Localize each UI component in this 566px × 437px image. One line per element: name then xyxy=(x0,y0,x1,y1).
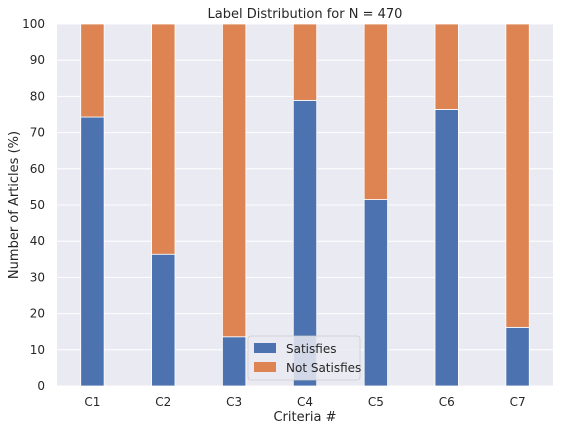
legend-label-not-satisfies: Not Satisfies xyxy=(286,361,361,375)
y-tick-label-90: 90 xyxy=(30,53,45,67)
y-tick-label-0: 0 xyxy=(37,379,45,393)
y-tick-labels: 0 10 20 30 40 50 60 70 80 90 100 xyxy=(22,17,45,393)
legend-label-satisfies: Satisfies xyxy=(286,342,336,356)
y-tick-label-80: 80 xyxy=(30,89,45,103)
bar-C4-not-satisfies xyxy=(292,23,318,101)
y-tick-label-10: 10 xyxy=(30,343,45,357)
bar-C7-satisfies xyxy=(505,326,530,387)
bar-C1-not-satisfies xyxy=(80,23,105,118)
bars xyxy=(80,23,530,387)
x-tick-label-C7: C7 xyxy=(510,395,526,409)
bar-C6-not-satisfies xyxy=(434,23,459,110)
bar-C5-satisfies xyxy=(363,199,388,387)
x-tick-label-C5: C5 xyxy=(368,395,384,409)
bar-C3-satisfies xyxy=(222,336,247,387)
y-tick-label-20: 20 xyxy=(30,307,45,321)
bar-C1-satisfies xyxy=(80,116,105,387)
y-tick-label-100: 100 xyxy=(22,17,45,31)
chart-title: Label Distribution for N = 470 xyxy=(208,7,403,22)
bar-C2-not-satisfies xyxy=(151,23,176,255)
y-tick-label-50: 50 xyxy=(30,198,45,212)
y-tick-label-60: 60 xyxy=(30,162,45,176)
bar-C7-not-satisfies xyxy=(505,23,530,328)
x-tick-label-C1: C1 xyxy=(84,395,100,409)
x-tick-label-C3: C3 xyxy=(226,395,242,409)
bar-C6-satisfies xyxy=(434,109,459,387)
y-tick-label-70: 70 xyxy=(30,126,45,140)
x-tick-label-C2: C2 xyxy=(155,395,171,409)
x-tick-labels: C1 C2 C3 C4 C5 C6 C7 xyxy=(84,395,525,409)
x-tick-label-C6: C6 xyxy=(439,395,455,409)
y-tick-label-30: 30 xyxy=(30,270,45,284)
legend-swatch-not-satisfies xyxy=(254,362,276,372)
legend: Satisfies Not Satisfies xyxy=(247,335,361,381)
bar-C3-not-satisfies xyxy=(222,23,247,338)
bar-C5-not-satisfies xyxy=(363,23,388,200)
x-tick-label-C4: C4 xyxy=(297,395,313,409)
bar-C2-satisfies xyxy=(151,253,176,387)
y-tick-label-40: 40 xyxy=(30,234,45,248)
y-axis-label: Number of Articles (%) xyxy=(7,131,22,279)
legend-swatch-satisfies xyxy=(254,343,276,353)
x-axis-label: Criteria # xyxy=(273,410,336,425)
